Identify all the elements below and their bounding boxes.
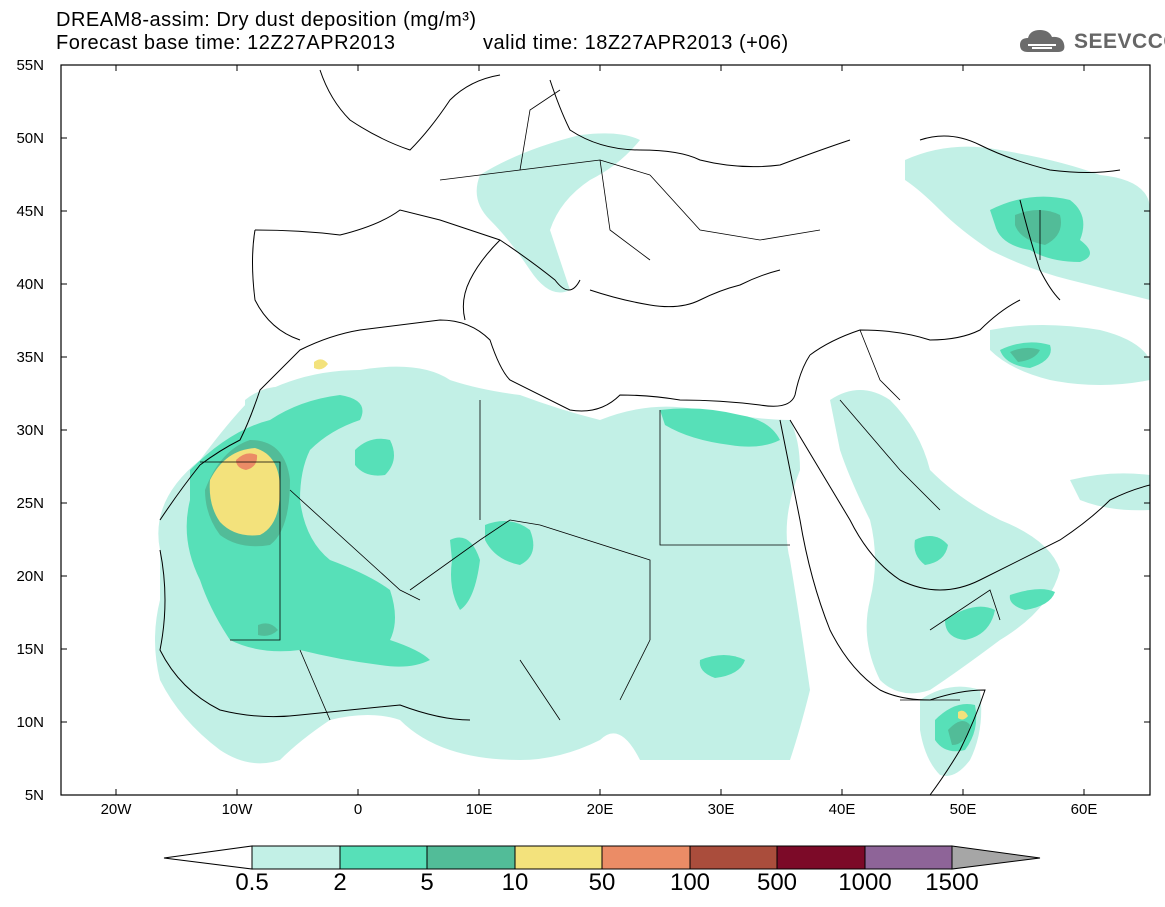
colorbar-label-1000: 1000: [838, 869, 892, 896]
map-title: DREAM8-assim: Dry dust deposition (mg/m³…: [56, 9, 477, 31]
seevccc-logo: SEEVCCC: [1018, 26, 1165, 56]
colorbar-swatch-6: [689, 845, 778, 870]
lon-label-20w: 20W: [100, 801, 132, 818]
lat-label-45n: 45N: [16, 203, 44, 220]
lon-label-10e: 10E: [465, 801, 493, 818]
colorbar-label-0.5: 0.5: [235, 869, 269, 896]
country-borders: [200, 89, 1041, 721]
colorbar-swatch-3: [426, 845, 516, 870]
coastlines: [159, 69, 1150, 795]
colorbar-swatch-1: [251, 845, 341, 870]
colorbar-swatch-4: [514, 845, 603, 870]
lon-label-30e: 30E: [707, 801, 735, 818]
lon-label-20e: 20E: [586, 801, 614, 818]
lat-label-20n: 20N: [16, 568, 44, 585]
cloud-icon: [1020, 30, 1065, 52]
dust-field: [155, 133, 1150, 776]
colorbar-upper-arrow: [951, 845, 1041, 870]
forecast-times: Forecast base time: 12Z27APR2013 valid ti…: [56, 32, 788, 54]
colorbar-label-5: 5: [420, 869, 434, 896]
lat-label-55n: 55N: [16, 57, 44, 74]
axis-ticks: [61, 64, 1150, 795]
lat-label-40n: 40N: [16, 276, 44, 293]
lon-label-0: 0: [353, 801, 363, 818]
forecast-base-time: Forecast base time: 12Z27APR2013: [56, 32, 396, 54]
colorbar-label-100: 100: [669, 869, 711, 896]
lat-label-30n: 30N: [16, 422, 44, 439]
lat-label-50n: 50N: [16, 130, 44, 147]
valid-time: valid time: 18Z27APR2013 (+06): [483, 32, 789, 54]
lat-label-25n: 25N: [16, 495, 44, 512]
colorbar-swatch-2: [339, 845, 428, 870]
colorbar-swatch-7: [776, 845, 866, 870]
colorbar-label-500: 500: [756, 869, 798, 896]
lon-label-10w: 10W: [221, 801, 253, 818]
logo-text: SEEVCCC: [1074, 30, 1165, 53]
lon-label-50e: 50E: [949, 801, 977, 818]
lon-label-40e: 40E: [828, 801, 856, 818]
colorbar-label-50: 50: [588, 869, 616, 896]
lat-label-5n: 5N: [24, 787, 44, 804]
colorbar-label-10: 10: [501, 869, 529, 896]
colorbar-swatch-8: [864, 845, 953, 870]
colorbar-label-2: 2: [333, 869, 347, 896]
colorbar-lower-arrow: [163, 845, 253, 870]
deposition-10-50: [209, 359, 968, 720]
deposition-0.5-2: [155, 133, 1150, 776]
colorbar-label-1500: 1500: [925, 869, 979, 896]
title-text: DREAM8-assim: Dry dust deposition (mg/m³…: [56, 9, 477, 31]
lon-label-60e: 60E: [1070, 801, 1098, 818]
lat-label-15n: 15N: [16, 641, 44, 658]
colorbar: [163, 845, 1041, 870]
lat-label-35n: 35N: [16, 349, 44, 366]
colorbar-swatch-5: [601, 845, 691, 870]
lat-label-10n: 10N: [16, 714, 44, 731]
